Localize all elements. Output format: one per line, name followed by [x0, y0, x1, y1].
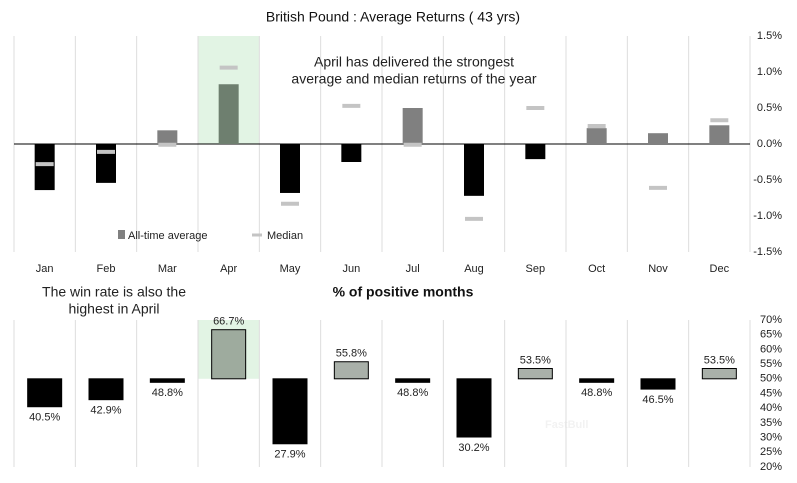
x-tick-label: Jan: [36, 263, 54, 275]
data-label: 30.2%: [458, 442, 489, 454]
x-tick-label: Feb: [97, 263, 116, 275]
bar: [34, 144, 55, 191]
data-label: 55.8%: [336, 348, 367, 360]
bar: [525, 144, 546, 160]
y-tick-label: 45%: [760, 387, 782, 399]
data-label: 27.9%: [274, 449, 305, 461]
y-tick-label: 70%: [760, 314, 782, 326]
bar: [395, 378, 431, 383]
bar: [149, 378, 185, 383]
y-tick-label: 50%: [760, 373, 782, 385]
legend-label: All-time average: [128, 230, 207, 242]
annotation: highest in April: [68, 301, 159, 317]
data-label: 48.8%: [152, 387, 183, 399]
y-tick-label: -1.5%: [753, 246, 782, 258]
bar: [709, 125, 730, 144]
bar: [157, 130, 178, 144]
bar: [402, 108, 423, 144]
y-tick-label: 55%: [760, 358, 782, 370]
y-tick-label: 0.5%: [757, 102, 782, 114]
bar: [211, 329, 247, 380]
data-label: 48.8%: [397, 387, 428, 399]
x-tick-label: Sep: [526, 263, 546, 275]
y-tick-label: 65%: [760, 329, 782, 341]
bar: [341, 144, 362, 162]
y-tick-label: 0.0%: [757, 138, 782, 150]
x-tick-label: Dec: [710, 263, 730, 275]
bar: [640, 378, 676, 390]
x-tick-label: Mar: [158, 263, 177, 275]
bar: [648, 133, 668, 144]
bar: [96, 144, 116, 183]
bar: [456, 378, 492, 438]
data-label: 53.5%: [520, 354, 551, 366]
y-tick-label: 1.5%: [757, 30, 782, 42]
legend-swatch: [118, 230, 125, 239]
bar: [586, 128, 607, 144]
data-label: 53.5%: [704, 354, 735, 366]
x-tick-label: Oct: [588, 263, 605, 275]
bar: [464, 144, 484, 196]
y-tick-label: 20%: [760, 461, 782, 473]
data-label: 48.8%: [581, 387, 612, 399]
data-label: 46.5%: [642, 394, 673, 406]
x-tick-label: Jun: [342, 263, 360, 275]
chart-title: % of positive months: [333, 284, 474, 300]
bar: [517, 368, 553, 380]
x-tick-label: Aug: [464, 263, 484, 275]
y-tick-label: 40%: [760, 402, 782, 414]
bar: [280, 144, 300, 193]
annotation: The win rate is also the: [42, 284, 186, 300]
x-tick-label: May: [280, 263, 301, 275]
x-tick-label: Nov: [648, 263, 668, 275]
watermark: FastBull: [545, 419, 588, 431]
bar: [272, 378, 308, 445]
data-label: 40.5%: [29, 412, 60, 424]
bar: [218, 84, 239, 144]
x-tick-label: Apr: [220, 263, 237, 275]
data-label: 42.9%: [90, 405, 121, 417]
y-tick-label: -1.0%: [753, 210, 782, 222]
y-tick-label: 60%: [760, 343, 782, 355]
data-label: 66.7%: [213, 316, 244, 328]
bar: [333, 361, 369, 380]
chart-title: British Pound : Average Returns ( 43 yrs…: [266, 9, 520, 25]
bar: [701, 368, 737, 380]
annotation: average and median returns of the year: [291, 71, 536, 87]
y-tick-label: -0.5%: [753, 174, 782, 186]
y-tick-label: 30%: [760, 432, 782, 444]
y-tick-label: 25%: [760, 446, 782, 458]
bar: [579, 378, 615, 383]
x-tick-label: Jul: [406, 263, 420, 275]
y-tick-label: 1.0%: [757, 66, 782, 78]
y-tick-label: 35%: [760, 417, 782, 429]
bar: [88, 378, 124, 401]
annotation: April has delivered the strongest: [314, 54, 514, 70]
legend-label: Median: [267, 230, 303, 242]
bar: [27, 378, 63, 408]
